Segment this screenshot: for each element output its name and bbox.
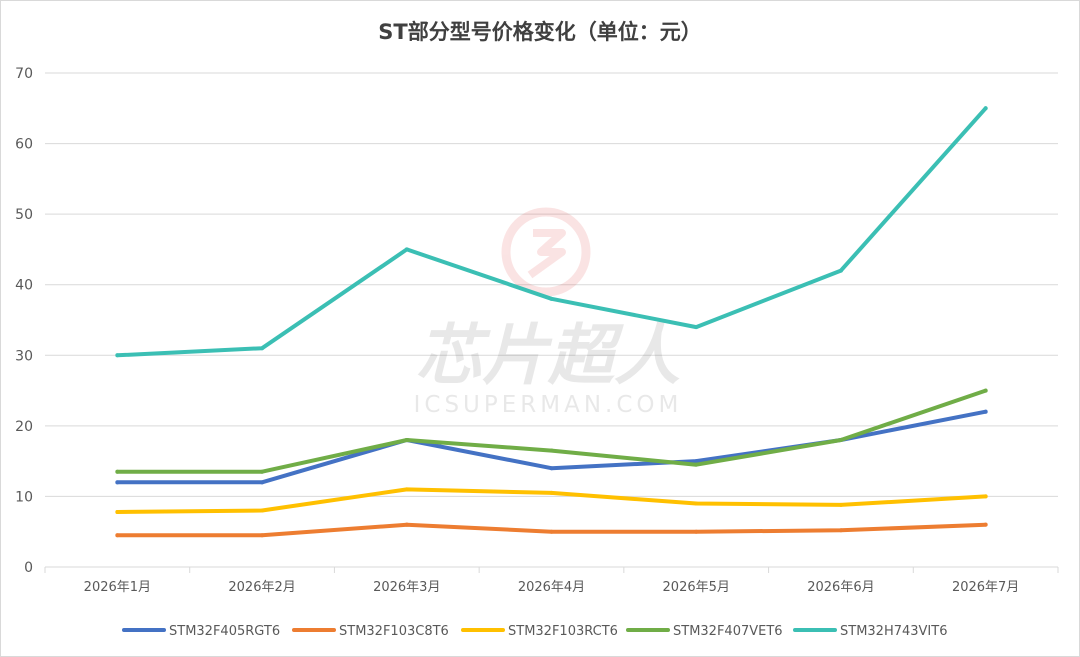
data-point-stm32f103rct6 bbox=[404, 487, 409, 492]
data-point-stm32f407vet6 bbox=[983, 388, 988, 393]
y-tick-label: 30 bbox=[15, 348, 33, 364]
x-tick-label: 2026年6月 bbox=[807, 580, 874, 595]
x-tick-label: 2026年1月 bbox=[84, 580, 151, 595]
data-point-stm32f405rgt6 bbox=[115, 480, 120, 485]
data-point-stm32f405rgt6 bbox=[260, 480, 265, 485]
data-point-stm32f407vet6 bbox=[549, 448, 554, 453]
data-point-stm32h743vit6 bbox=[838, 268, 843, 273]
data-point-stm32f405rgt6 bbox=[694, 459, 699, 464]
data-point-stm32f103rct6 bbox=[549, 490, 554, 495]
data-point-stm32h743vit6 bbox=[983, 106, 988, 111]
chart-title: ST部分型号价格变化（单位：元） bbox=[378, 20, 702, 44]
legend-label: STM32F407VET6 bbox=[673, 624, 783, 639]
watermark-logo-bolt bbox=[527, 229, 566, 279]
data-point-stm32f103rct6 bbox=[260, 508, 265, 513]
watermark-logo-ring bbox=[501, 207, 591, 297]
y-tick-label: 0 bbox=[24, 560, 33, 576]
y-tick-label: 40 bbox=[15, 278, 33, 294]
data-point-stm32f103rct6 bbox=[983, 494, 988, 499]
data-point-stm32h743vit6 bbox=[115, 353, 120, 358]
data-point-stm32f103c8t6 bbox=[115, 533, 120, 538]
x-axis-tick-labels: 2026年1月 2026年2月 2026年3月 2026年4月 2026年5月 2026年… bbox=[84, 580, 1020, 595]
data-point-stm32h743vit6 bbox=[260, 346, 265, 351]
watermark: 芯片超人 ICSUPERMAN.COM bbox=[414, 207, 683, 418]
watermark-main-text: 芯片超人 bbox=[416, 317, 680, 394]
data-point-stm32f407vet6 bbox=[694, 462, 699, 467]
data-point-stm32f103c8t6 bbox=[549, 529, 554, 534]
legend-label: STM32F103RCT6 bbox=[508, 624, 618, 639]
data-point-stm32f103c8t6 bbox=[260, 533, 265, 538]
data-point-stm32f103rct6 bbox=[115, 509, 120, 514]
data-point-stm32f103c8t6 bbox=[404, 522, 409, 527]
data-point-stm32f103c8t6 bbox=[983, 522, 988, 527]
legend-label: STM32H743VIT6 bbox=[840, 624, 947, 639]
data-point-stm32h743vit6 bbox=[404, 247, 409, 252]
data-point-stm32h743vit6 bbox=[694, 325, 699, 330]
data-point-stm32f407vet6 bbox=[260, 469, 265, 474]
data-point-stm32f407vet6 bbox=[838, 437, 843, 442]
data-point-stm32f103rct6 bbox=[838, 502, 843, 507]
data-point-stm32f405rgt6 bbox=[549, 466, 554, 471]
data-point-stm32f103rct6 bbox=[694, 501, 699, 506]
legend: STM32F405RGT6 STM32F103C8T6 STM32F103RCT6 S… bbox=[122, 624, 947, 639]
data-point-stm32f103c8t6 bbox=[838, 528, 843, 533]
data-point-stm32f405rgt6 bbox=[983, 409, 988, 414]
x-tick-label: 2026年5月 bbox=[663, 580, 730, 595]
data-point-stm32f407vet6 bbox=[115, 469, 120, 474]
x-tick-label: 2026年2月 bbox=[228, 580, 295, 595]
data-point-stm32h743vit6 bbox=[549, 296, 554, 301]
legend-label: STM32F405RGT6 bbox=[169, 624, 280, 639]
x-tick-label: 2026年7月 bbox=[952, 580, 1019, 595]
x-tick-label: 2026年4月 bbox=[518, 580, 585, 595]
y-axis-tick-labels: 0 10 20 30 40 50 60 70 bbox=[15, 66, 33, 576]
data-point-stm32f407vet6 bbox=[404, 437, 409, 442]
y-tick-label: 60 bbox=[15, 137, 33, 153]
watermark-sub-text: ICSUPERMAN.COM bbox=[414, 392, 683, 418]
series-lines bbox=[115, 106, 988, 538]
x-tick-label: 2026年3月 bbox=[373, 580, 440, 595]
y-tick-label: 50 bbox=[15, 207, 33, 223]
y-tick-label: 70 bbox=[15, 66, 33, 82]
data-point-stm32f103c8t6 bbox=[694, 529, 699, 534]
legend-label: STM32F103C8T6 bbox=[339, 624, 449, 639]
y-tick-label: 20 bbox=[15, 419, 33, 435]
y-tick-label: 10 bbox=[15, 489, 33, 505]
